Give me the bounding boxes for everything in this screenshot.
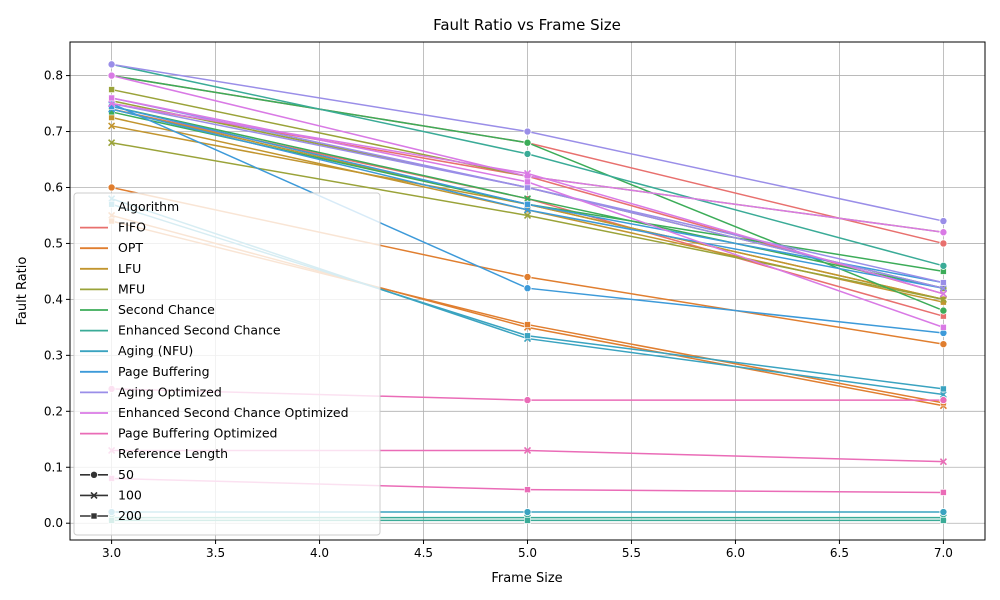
legend-label: 200: [118, 508, 142, 523]
data-point: [939, 228, 948, 237]
data-point: [108, 99, 116, 108]
legend: Algorithm FIFO OPT LFU MFU Second Chance Enhan…: [73, 192, 381, 536]
data-point: [523, 195, 532, 203]
data-point: [939, 217, 948, 226]
chart-title: Fault Ratio vs Frame Size: [433, 16, 621, 34]
data-point: [523, 273, 532, 282]
x-tick-label: 4.0: [310, 546, 329, 560]
legend-label: Page Buffering Optimized: [118, 426, 277, 441]
data-point: [523, 206, 532, 214]
data-point: [940, 324, 947, 331]
x-axis: 3.0 3.5 4.0 4.5 5.0 5.5 6.0 6.5 7.0: [102, 540, 953, 560]
x-tick-label: 3.0: [102, 546, 121, 560]
data-point: [939, 290, 947, 298]
y-tick-label: 0.7: [44, 125, 63, 139]
y-tick-label: 0.0: [44, 516, 63, 530]
legend-label: FIFO: [118, 220, 146, 235]
x-axis-label: Frame Size: [491, 571, 562, 586]
data-point: [108, 94, 115, 102]
data-point: [523, 508, 532, 517]
data-point: [524, 200, 531, 208]
legend-label: MFU: [118, 281, 145, 296]
legend-label: Enhanced Second Chance Optimized: [118, 405, 349, 420]
data-point: [523, 149, 532, 158]
data-point: [939, 261, 948, 270]
legend-label: Aging Optimized: [118, 384, 222, 399]
series-enhanced-second-chance-optimized-200: [108, 94, 947, 331]
series-enhanced-second-chance-optimized-100: [108, 99, 947, 298]
legend-box: [73, 192, 381, 536]
legend-label: 50: [118, 467, 134, 482]
series-aging-optimized-50: [107, 60, 948, 226]
data-point: [939, 340, 948, 349]
y-tick-label: 0.3: [44, 348, 63, 362]
data-point: [940, 517, 947, 524]
data-point: [939, 295, 947, 303]
y-tick-label: 0.6: [44, 180, 63, 194]
data-point: [939, 239, 948, 248]
y-axis-label: Fault Ratio: [15, 257, 30, 326]
data-point: [523, 169, 532, 178]
y-axis: 0.0 0.1 0.2 0.3 0.4 0.5 0.6 0.7 0.8: [44, 69, 70, 530]
y-tick-label: 0.8: [44, 69, 63, 83]
data-point: [108, 86, 115, 93]
y-tick-label: 0.4: [44, 292, 63, 306]
series-layer: [107, 60, 948, 524]
legend-label: Page Buffering: [118, 364, 210, 379]
legend-label: OPT: [118, 240, 143, 255]
x-tick-label: 5.0: [518, 546, 537, 560]
data-point: [940, 385, 947, 393]
data-point: [523, 446, 532, 455]
data-point: [524, 184, 531, 191]
legend-style-title: Reference Length: [118, 446, 228, 461]
data-point: [523, 138, 532, 147]
data-point: [107, 71, 116, 80]
x-tick-label: 7.0: [934, 546, 953, 560]
data-point: [524, 486, 531, 493]
x-tick-label: 6.5: [830, 546, 849, 560]
series-mfu-100: [108, 139, 947, 303]
data-point: [523, 211, 532, 220]
data-point: [108, 122, 116, 130]
y-tick-label: 0.1: [44, 460, 63, 474]
data-point: [107, 183, 116, 192]
data-point: [940, 489, 947, 496]
data-point: [524, 332, 531, 340]
legend-marker: [90, 512, 98, 520]
x-tick-label: 6.0: [726, 546, 745, 560]
legend-marker: [90, 470, 99, 479]
data-point: [939, 284, 947, 292]
legend-label: Second Chance: [118, 302, 215, 317]
legend-hue-title: Algorithm: [118, 199, 179, 214]
data-point: [523, 396, 532, 405]
data-point: [939, 458, 947, 466]
data-point: [524, 517, 531, 524]
data-point: [108, 139, 116, 147]
legend-label: LFU: [118, 261, 141, 276]
legend-label: 100: [118, 487, 142, 502]
data-point: [108, 114, 115, 121]
x-tick-label: 4.5: [414, 546, 433, 560]
legend-label: Enhanced Second Chance: [118, 323, 281, 338]
data-point: [524, 178, 531, 186]
data-point: [939, 390, 947, 399]
data-point: [524, 321, 531, 328]
legend-label: Aging (NFU): [118, 343, 193, 358]
data-point: [940, 279, 947, 286]
data-point: [523, 127, 532, 136]
data-point: [939, 396, 948, 405]
y-tick-label: 0.5: [44, 236, 63, 250]
data-point: [523, 284, 532, 293]
data-point: [939, 508, 948, 517]
data-point: [107, 60, 116, 69]
legend-marker: [90, 491, 98, 499]
y-tick-label: 0.2: [44, 404, 63, 418]
x-tick-label: 3.5: [206, 546, 225, 560]
x-tick-label: 5.5: [622, 546, 641, 560]
data-point: [939, 306, 948, 315]
